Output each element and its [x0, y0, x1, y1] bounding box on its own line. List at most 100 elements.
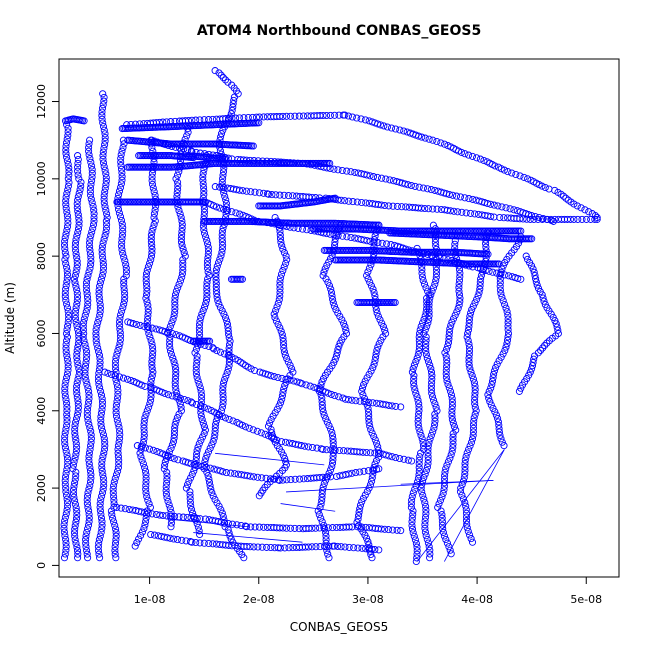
x-tick-label: 4e-08: [461, 593, 493, 606]
data-point: [277, 238, 285, 246]
data-point: [515, 387, 523, 395]
data-point: [79, 333, 87, 341]
data-point: [268, 191, 276, 199]
data-point: [422, 284, 430, 292]
data-point: [541, 183, 549, 192]
data-point: [138, 528, 146, 536]
data-point: [225, 341, 234, 349]
data-point: [422, 466, 430, 475]
data-point: [112, 409, 120, 417]
data-point: [115, 209, 123, 217]
data-point: [369, 173, 378, 181]
data-point: [217, 518, 225, 526]
data-point: [108, 511, 116, 519]
flight-track: [69, 152, 85, 562]
data-point: [97, 528, 105, 536]
data-point: [442, 465, 450, 473]
data-point: [421, 204, 429, 213]
data-point: [416, 453, 424, 461]
data-point: [418, 133, 426, 141]
data-point: [142, 294, 150, 302]
data-point: [193, 447, 201, 455]
data-point: [331, 111, 339, 119]
data-point: [121, 505, 129, 513]
data-point: [414, 350, 422, 359]
data-point: [99, 485, 107, 493]
data-point: [452, 426, 460, 434]
data-point: [217, 506, 225, 514]
data-point: [282, 112, 291, 120]
data-point: [440, 532, 448, 540]
data-point: [120, 296, 128, 305]
data-point: [204, 264, 212, 272]
data-point: [201, 303, 209, 311]
data-point: [325, 282, 334, 290]
data-point: [171, 424, 179, 432]
data-point: [73, 289, 81, 297]
data-point: [270, 310, 278, 318]
data-point: [505, 272, 513, 280]
data-point: [317, 500, 325, 508]
data-point: [485, 387, 493, 395]
data-point: [63, 223, 72, 231]
data-point: [276, 112, 284, 121]
data-point: [96, 532, 104, 540]
data-point: [116, 332, 125, 340]
data-point: [281, 351, 289, 359]
data-point: [461, 498, 469, 507]
data-point: [99, 101, 107, 109]
data-point: [73, 232, 81, 240]
data-point: [370, 288, 378, 297]
data-point: [476, 285, 484, 293]
data-point: [326, 111, 334, 119]
data-point: [386, 176, 394, 184]
data-point: [115, 460, 123, 468]
data-point: [114, 394, 122, 402]
data-point: [194, 443, 202, 451]
data-point: [251, 366, 259, 375]
flight-track: [124, 159, 334, 171]
data-point: [465, 151, 473, 159]
data-point: [162, 486, 170, 495]
data-point: [222, 199, 230, 207]
data-point: [61, 388, 69, 396]
data-point: [336, 312, 344, 320]
data-point: [487, 200, 495, 208]
data-point: [276, 191, 284, 199]
data-point: [280, 191, 288, 199]
data-point: [129, 320, 137, 328]
data-point: [166, 340, 174, 348]
data-point: [187, 474, 195, 482]
data-point: [469, 302, 477, 310]
data-point: [118, 246, 126, 254]
data-point: [192, 370, 200, 378]
data-point: [335, 393, 343, 401]
data-point: [167, 508, 175, 516]
data-point: [102, 206, 110, 214]
flight-track: [135, 152, 197, 162]
data-point: [148, 354, 156, 362]
data-point: [61, 385, 69, 393]
data-point: [142, 485, 150, 493]
data-point: [111, 521, 119, 529]
data-point: [365, 408, 373, 416]
data-point: [432, 273, 440, 281]
data-point: [112, 364, 120, 373]
data-point: [392, 125, 400, 133]
data-point: [492, 411, 500, 419]
data-point: [201, 426, 209, 434]
data-point: [370, 360, 378, 368]
data-point: [116, 322, 124, 330]
data-point: [112, 405, 120, 413]
data-point: [87, 431, 95, 439]
data-point: [431, 421, 439, 429]
data-point: [329, 524, 337, 532]
data-point: [280, 341, 288, 349]
data-point: [197, 314, 205, 322]
data-point: [113, 383, 122, 391]
data-point: [444, 342, 452, 350]
data-point: [444, 458, 452, 466]
data-point: [360, 398, 368, 406]
data-point: [369, 470, 377, 478]
data-point: [84, 297, 92, 305]
